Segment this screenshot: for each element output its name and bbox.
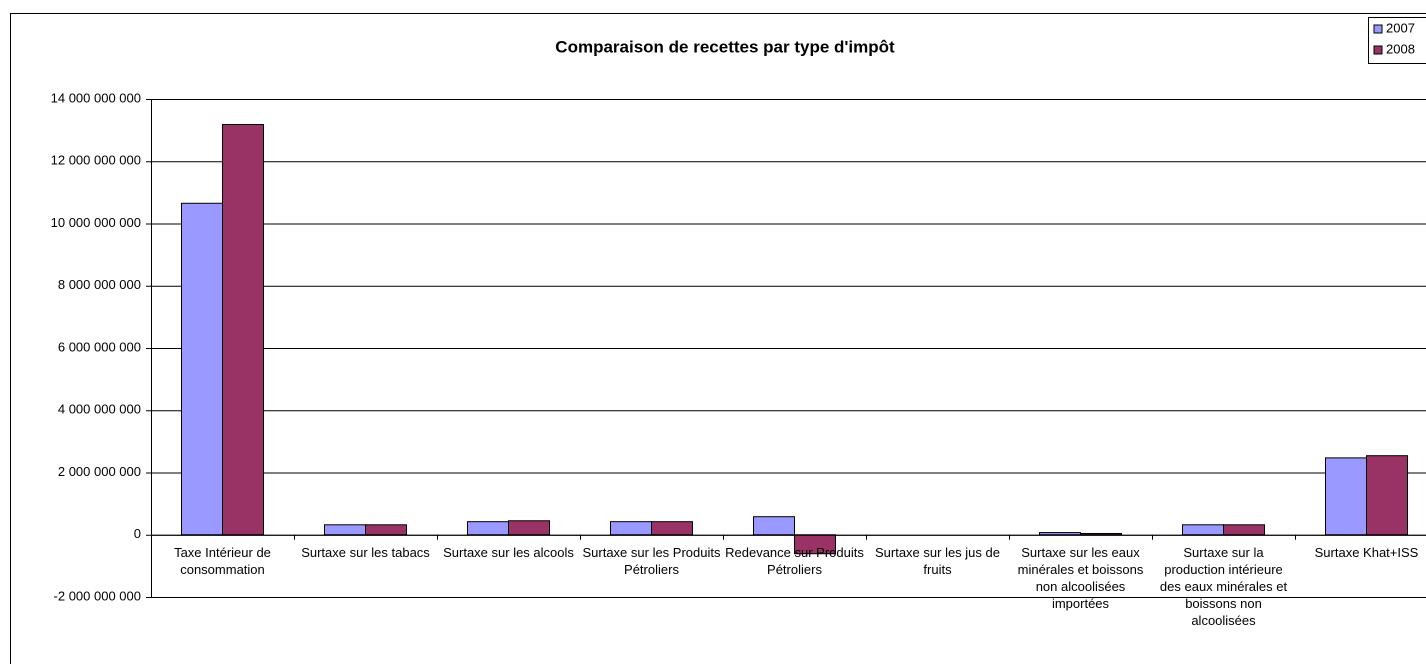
y-tick-label: 6 000 000 000 <box>58 339 141 354</box>
bar <box>508 520 550 536</box>
y-tick-label: 14 000 000 000 <box>51 90 141 105</box>
bar <box>1182 524 1224 536</box>
y-tick-label: -2 000 000 000 <box>54 588 141 603</box>
x-tick-label: Taxe Intérieur de consommation <box>174 544 271 577</box>
bar <box>181 202 223 536</box>
legend-swatch <box>1373 24 1383 34</box>
y-tick-label: 4 000 000 000 <box>58 402 141 417</box>
y-tick-label: 12 000 000 000 <box>51 153 141 168</box>
y-tick-label: 10 000 000 000 <box>51 215 141 230</box>
x-tick-label: Surtaxe sur la production intérieure des… <box>1159 544 1288 628</box>
legend-label: 2007 <box>1386 20 1415 35</box>
bar <box>222 124 264 536</box>
bar <box>467 521 509 536</box>
bar <box>1039 532 1081 536</box>
bar <box>610 521 652 536</box>
y-tick-label: 2 000 000 000 <box>58 464 141 479</box>
bar <box>1366 455 1408 536</box>
bar <box>1223 524 1265 536</box>
y-tick-label: 0 <box>134 526 141 541</box>
x-tick-label: Surtaxe sur les Produits Pétroliers <box>582 544 721 577</box>
legend-label: 2008 <box>1386 41 1415 56</box>
x-tick-label: Surtaxe sur les tabacs <box>301 544 430 560</box>
x-tick-label: Redevance sur Produits Pétroliers <box>725 544 864 577</box>
x-tick-label: Surtaxe sur les eaux minérales et boisso… <box>1017 544 1144 611</box>
bar <box>753 516 795 536</box>
bar <box>1325 457 1367 536</box>
bar <box>365 524 407 536</box>
chart-title: Comparaison de recettes par type d'impôt <box>555 37 895 56</box>
x-tick-label: Surtaxe sur les alcools <box>443 544 574 560</box>
bar <box>651 521 693 536</box>
x-tick-label: Surtaxe sur les jus de fruits <box>874 544 1000 577</box>
bar <box>1080 533 1122 536</box>
bar <box>324 524 366 536</box>
x-tick-label: Surtaxe Khat+ISS <box>1314 544 1419 560</box>
legend-swatch <box>1373 45 1383 55</box>
y-tick-label: 8 000 000 000 <box>58 277 141 292</box>
